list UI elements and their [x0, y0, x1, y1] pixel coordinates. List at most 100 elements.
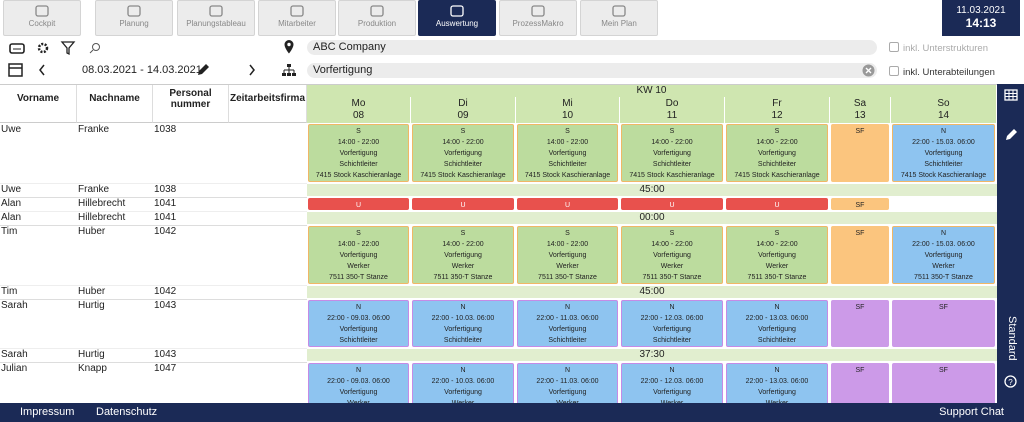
day-number: 10: [516, 110, 620, 123]
shift-cell[interactable]: N 22:00 - 09.03. 06:00 Vorfertigung Werker: [308, 363, 409, 403]
shift-cell[interactable]: S 14:00 - 22:00 Vorfertigung Werker 7511 350…: [517, 226, 618, 284]
shift-cell[interactable]: SF: [831, 363, 889, 403]
shift-line: Schichtleiter: [443, 337, 483, 344]
shift-cell[interactable]: SF: [831, 226, 889, 284]
clear-button[interactable]: [862, 64, 875, 77]
shift-cell[interactable]: U: [726, 198, 828, 210]
shift-cell[interactable]: N 22:00 - 15.03. 06:00 Vorfertigung Werker 7…: [892, 226, 995, 284]
shift-line: Vorfertigung: [924, 252, 963, 259]
shift-cell[interactable]: N 22:00 - 10.03. 06:00 Vorfertigung Schicht…: [412, 300, 514, 347]
shift-cell[interactable]: U: [308, 198, 409, 210]
nav-button[interactable]: Mein Plan: [580, 0, 658, 36]
shift-line: 14:00 - 22:00: [337, 139, 380, 146]
nav-label: Cockpit: [28, 19, 56, 28]
shift-cell[interactable]: N 22:00 - 13.03. 06:00 Vorfertigung Schicht…: [726, 300, 828, 347]
footer-link[interactable]: Impressum: [20, 406, 75, 418]
nav-button[interactable]: Planung: [95, 0, 173, 36]
shift-line: N: [460, 304, 466, 311]
view-label[interactable]: Standard: [1006, 316, 1018, 361]
support-link[interactable]: Support Chat: [939, 406, 1004, 418]
shift-line: S: [774, 230, 780, 237]
nav-button[interactable]: Cockpit: [3, 0, 81, 36]
shift-line: S: [565, 128, 570, 135]
shift-line: Schichtleiter: [924, 161, 963, 168]
day-number: 12: [725, 110, 830, 123]
nav-label: ProzessMakro: [512, 19, 564, 28]
shift-cell[interactable]: S 14:00 - 22:00 Vorfertigung Werker 7511 350…: [412, 226, 514, 284]
shift-cell[interactable]: N 22:00 - 12.03. 06:00 Vorfertigung Werker: [621, 363, 723, 403]
shift-cell[interactable]: S 14:00 - 22:00 Vorfertigung Werker 7511 350…: [308, 226, 409, 284]
employee-first: Sarah: [1, 300, 28, 311]
column-header[interactable]: Personal nummer: [153, 85, 229, 123]
day-name: Do: [620, 97, 725, 110]
shift-line: 22:00 - 10.03. 06:00: [431, 378, 495, 385]
substructures-checkbox[interactable]: inkl. Unterstrukturen: [889, 42, 988, 54]
period[interactable]: 08.03.2021 - 14.03.2021: [82, 64, 202, 76]
employee-last: Franke: [78, 124, 110, 135]
nav-button[interactable]: Auswertung: [418, 0, 496, 36]
footer-link[interactable]: Datenschutz: [96, 406, 158, 418]
employee-id: 1038: [154, 124, 177, 135]
shift-cell[interactable]: S 14:00 - 22:00 Vorfertigung Schichtleiter 7…: [308, 124, 409, 182]
shift-cell[interactable]: N 22:00 - 13.03. 06:00 Vorfertigung Werker: [726, 363, 828, 403]
shift-cell[interactable]: S 14:00 - 22:00 Vorfertigung Schichtleiter 7…: [621, 124, 723, 182]
shift-cell[interactable]: N 22:00 - 11.03. 06:00 Vorfertigung Werker: [517, 363, 618, 403]
date: 11.03.2021: [956, 5, 1006, 16]
shift-cell[interactable]: U: [621, 198, 723, 210]
employee-last: Knapp: [78, 363, 107, 374]
shift-cell[interactable]: N 22:00 - 12.03. 06:00 Vorfertigung Schicht…: [621, 300, 723, 347]
shift-line: Werker: [413, 398, 513, 403]
shift-cell[interactable]: SF: [831, 300, 889, 347]
subdepartments-checkbox[interactable]: inkl. Unterabteilungen: [889, 66, 995, 78]
shift-line: Schichtleiter: [757, 161, 797, 168]
checkbox-label: inkl. Unterstrukturen: [903, 43, 989, 54]
shift-line: 22:00 - 12.03. 06:00: [640, 315, 704, 322]
shift-cell[interactable]: S 14:00 - 22:00 Vorfertigung Schichtleiter 7…: [517, 124, 618, 182]
shift-cell[interactable]: U: [517, 198, 618, 210]
column-header[interactable]: Zeitarbeitsfirma: [229, 85, 307, 123]
shift-line: Werker: [451, 263, 475, 270]
nav-button[interactable]: Produktion: [338, 0, 416, 36]
employee-id: 1043: [154, 349, 177, 360]
help-icon[interactable]: ?: [1004, 375, 1017, 388]
day-name: Fr: [725, 97, 830, 110]
shift-line: Vorfertigung: [548, 150, 587, 157]
shift-line: U: [774, 202, 780, 209]
shift-cell[interactable]: N 22:00 - 10.03. 06:00 Vorfertigung Werker: [412, 363, 514, 403]
shift-cell[interactable]: N 22:00 - 15.03. 06:00 Vorfertigung Schicht…: [892, 124, 995, 182]
shift-cell[interactable]: SF: [831, 124, 889, 182]
nav-icon: [127, 5, 141, 17]
row-divider: [0, 183, 307, 184]
nav-button[interactable]: Planungstableau: [177, 0, 255, 36]
shift-line: S: [356, 128, 361, 135]
shift-cell[interactable]: S 14:00 - 22:00 Vorfertigung Werker 7511 350…: [621, 226, 723, 284]
shift-cell[interactable]: SF: [892, 363, 995, 403]
day-name: Di: [411, 97, 516, 110]
shift-cell[interactable]: SF: [831, 198, 889, 210]
shift-cell[interactable]: SF: [892, 300, 995, 347]
shift-line: Vorfertigung: [444, 150, 482, 157]
shift-cell[interactable]: S 14:00 - 22:00 Vorfertigung Werker 7511 350…: [726, 226, 828, 284]
shift-cell[interactable]: N 22:00 - 11.03. 06:00 Vorfertigung Schicht…: [517, 300, 618, 347]
shift-line: S: [460, 230, 466, 237]
company-field[interactable]: ABC Company: [307, 40, 877, 55]
row-divider: [0, 362, 307, 363]
employee-id: 1042: [154, 226, 177, 237]
shift-line: N: [564, 304, 571, 311]
shift-line: Werker: [932, 263, 955, 270]
shift-cell[interactable]: U: [412, 198, 514, 210]
shift-cell[interactable]: S 14:00 - 22:00 Vorfertigung Schichtleiter 7…: [412, 124, 514, 182]
column-header[interactable]: Nachname: [77, 85, 153, 123]
column-header[interactable]: Vorname: [0, 85, 77, 123]
department-field[interactable]: Vorfertigung: [307, 63, 877, 78]
row-divider: [0, 211, 307, 212]
shift-line: U: [355, 202, 362, 209]
shift-cell[interactable]: S 14:00 - 22:00 Vorfertigung Schichtleiter 7…: [726, 124, 828, 182]
shift-line: 22:00 - 15.03. 06:00: [912, 241, 975, 248]
nav-button[interactable]: ProzessMakro: [499, 0, 577, 36]
shift-line: 7415 Stock Kaschieranlage: [734, 172, 820, 179]
sidebar-icons: [1004, 89, 1018, 140]
shift-cell[interactable]: N 22:00 - 09.03. 06:00 Vorfertigung Schicht…: [308, 300, 409, 347]
nav-button[interactable]: Mitarbeiter: [258, 0, 336, 36]
shift-line: 14:00 - 22:00: [651, 241, 693, 248]
